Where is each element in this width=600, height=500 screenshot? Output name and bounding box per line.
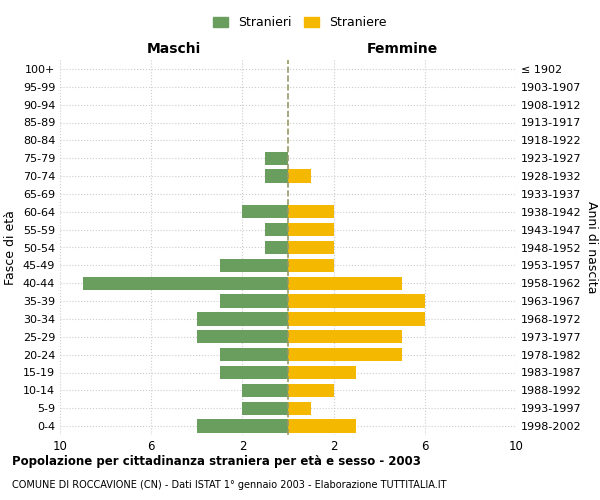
Bar [220, 366, 288, 379]
Bar [265, 223, 288, 236]
Bar [197, 330, 288, 344]
Y-axis label: Fasce di età: Fasce di età [4, 210, 17, 285]
Bar [197, 420, 288, 433]
Legend: Stranieri, Straniere: Stranieri, Straniere [208, 11, 392, 34]
Bar [220, 348, 288, 362]
Text: COMUNE DI ROCCAVIONE (CN) - Dati ISTAT 1° gennaio 2003 - Elaborazione TUTTITALIA: COMUNE DI ROCCAVIONE (CN) - Dati ISTAT 1… [12, 480, 446, 490]
Bar [83, 276, 288, 290]
Text: Popolazione per cittadinanza straniera per età e sesso - 2003: Popolazione per cittadinanza straniera p… [12, 455, 421, 468]
Bar [288, 366, 356, 379]
Bar [288, 258, 334, 272]
Bar [242, 205, 288, 218]
Bar [265, 241, 288, 254]
Bar [288, 294, 425, 308]
Bar [288, 384, 334, 397]
Bar [288, 276, 402, 290]
Bar [288, 330, 402, 344]
Bar [242, 402, 288, 415]
Bar [288, 312, 425, 326]
Bar [288, 223, 334, 236]
Bar [288, 241, 334, 254]
Bar [197, 312, 288, 326]
Text: Femmine: Femmine [367, 42, 437, 56]
Bar [288, 402, 311, 415]
Bar [265, 170, 288, 183]
Bar [220, 294, 288, 308]
Bar [288, 170, 311, 183]
Bar [288, 205, 334, 218]
Text: Maschi: Maschi [147, 42, 201, 56]
Bar [220, 258, 288, 272]
Y-axis label: Anni di nascita: Anni di nascita [585, 201, 598, 294]
Bar [242, 384, 288, 397]
Bar [288, 348, 402, 362]
Bar [288, 420, 356, 433]
Bar [265, 152, 288, 165]
